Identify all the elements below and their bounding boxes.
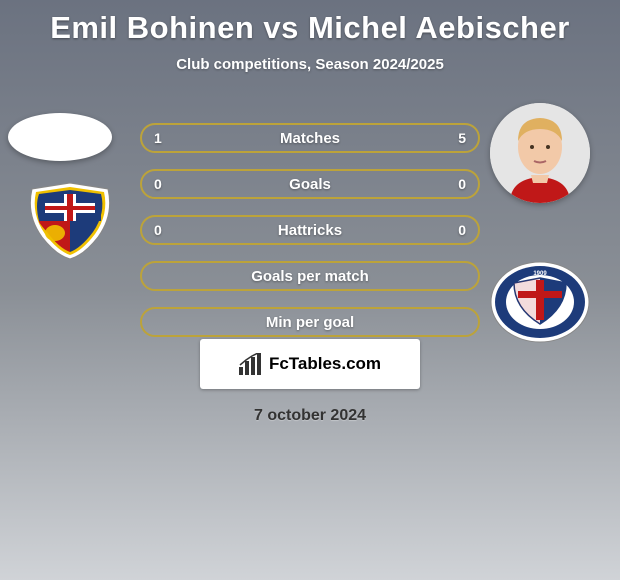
stat-row-goals: 0 Goals 0 [140, 169, 480, 199]
date-text: 7 october 2024 [0, 407, 620, 425]
stat-label: Goals per match [194, 268, 426, 285]
stat-label: Hattricks [194, 222, 426, 239]
player-photo-right [490, 103, 590, 203]
stat-label: Goals [194, 176, 426, 193]
comparison-area: 1909 1 Matches 5 0 Goals 0 0 Hattricks 0… [0, 103, 620, 333]
stat-left-value: 0 [154, 176, 194, 192]
stat-row-mpg: Min per goal [140, 307, 480, 337]
stat-left-value: 0 [154, 222, 194, 238]
stat-label: Matches [194, 130, 426, 147]
stat-label: Min per goal [194, 314, 426, 331]
svg-text:1909: 1909 [533, 271, 547, 277]
page-title: Emil Bohinen vs Michel Aebischer [0, 0, 620, 46]
stat-right-value: 5 [426, 130, 466, 146]
stat-left-value: 1 [154, 130, 194, 146]
stats-list: 1 Matches 5 0 Goals 0 0 Hattricks 0 Goal… [140, 123, 480, 353]
subtitle: Club competitions, Season 2024/2025 [0, 56, 620, 73]
club-badge-left [20, 181, 120, 261]
club-badge-right: 1909 [490, 261, 590, 343]
player-photo-left [8, 113, 112, 161]
stat-row-hattricks: 0 Hattricks 0 [140, 215, 480, 245]
stat-row-gpm: Goals per match [140, 261, 480, 291]
stat-right-value: 0 [426, 176, 466, 192]
bars-icon [239, 353, 263, 375]
brand-text: FcTables.com [269, 354, 381, 374]
stat-row-matches: 1 Matches 5 [140, 123, 480, 153]
stat-right-value: 0 [426, 222, 466, 238]
